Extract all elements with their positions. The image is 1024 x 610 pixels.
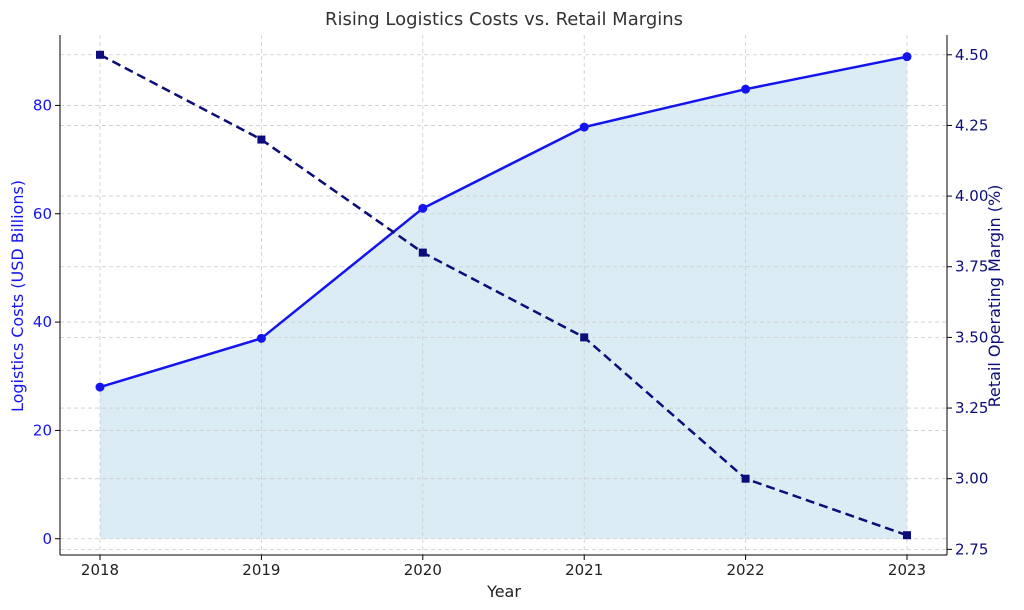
x-tick-label-2023: 2023 xyxy=(888,561,926,579)
series-0-point-2021 xyxy=(579,122,589,132)
series-0-point-2019 xyxy=(256,333,266,343)
y-right-tick-label-3.00: 3.00 xyxy=(955,470,988,488)
x-tick-label-2018: 2018 xyxy=(81,561,119,579)
y-left-tick-label-0: 0 xyxy=(42,530,52,548)
series-1-point-2023 xyxy=(903,531,911,540)
y-right-tick-label-4.00: 4.00 xyxy=(955,187,988,205)
x-axis-label: Year xyxy=(486,582,521,601)
series-line-0 xyxy=(99,55,908,389)
y-right-tick-label-4.25: 4.25 xyxy=(955,116,988,134)
y-left-tick-label-80: 80 xyxy=(33,96,52,114)
y-axis-left-label: Logistics Costs (USD Billions) xyxy=(8,180,27,412)
tick-label-layer: 2018 2019 2020 2021 2022 2023 0 20 40 60 80 2.75 3.0… xyxy=(33,46,989,579)
series-1-point-2019 xyxy=(257,135,266,144)
y-axis-right-label: Retail Operating Margin (%) xyxy=(985,185,1004,408)
series-1-point-2020 xyxy=(418,248,427,257)
series-0-point-2018 xyxy=(95,382,105,392)
series-0-point-2020 xyxy=(418,203,428,213)
y-right-tick-label-2.75: 2.75 xyxy=(955,540,988,558)
series-line-1 xyxy=(99,53,908,537)
grid-layer xyxy=(60,35,947,555)
axes-layer xyxy=(55,35,952,560)
chart-title: Rising Logistics Costs vs. Retail Margin… xyxy=(325,9,683,30)
x-tick-label-2022: 2022 xyxy=(727,561,765,579)
series-0-point-2022 xyxy=(741,84,751,94)
area-fill-series-0 xyxy=(100,56,907,539)
x-tick-label-2021: 2021 xyxy=(565,561,603,579)
y-right-tick-label-3.25: 3.25 xyxy=(955,399,988,417)
x-tick-label-2019: 2019 xyxy=(242,561,280,579)
series-layer xyxy=(95,50,912,540)
x-tick-label-2020: 2020 xyxy=(404,561,442,579)
series-1-point-2021 xyxy=(580,333,589,342)
y-right-tick-label-3.50: 3.50 xyxy=(955,328,988,346)
series-1-point-2018 xyxy=(96,50,104,59)
series-1-point-2022 xyxy=(741,474,750,483)
y-left-tick-label-20: 20 xyxy=(33,421,52,439)
y-left-tick-label-40: 40 xyxy=(33,313,52,331)
y-right-tick-label-3.75: 3.75 xyxy=(955,258,988,276)
area-fill-layer xyxy=(100,56,907,539)
series-0-point-2023 xyxy=(902,52,912,62)
y-right-tick-label-4.50: 4.50 xyxy=(955,46,988,64)
y-left-tick-label-60: 60 xyxy=(33,205,52,223)
